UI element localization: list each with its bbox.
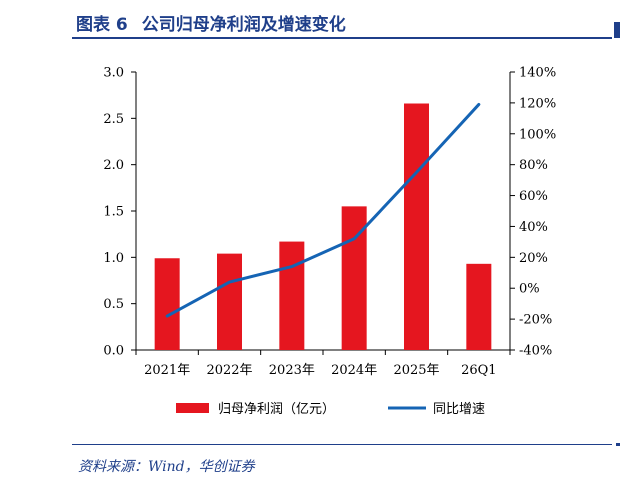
right-tick-label: 140% bbox=[519, 66, 556, 81]
bar-5 bbox=[404, 103, 429, 350]
category-label: 26Q1 bbox=[461, 363, 496, 378]
category-label: 2025年 bbox=[393, 363, 439, 378]
category-labels: 2021年 2022年 2023年 2024年 2025年 26Q1 bbox=[144, 363, 496, 378]
left-tick-label: 2.0 bbox=[103, 158, 124, 173]
left-tick-label: 3.0 bbox=[103, 66, 124, 81]
right-tick-label: -20% bbox=[519, 313, 552, 328]
bar-line-chart: 0.0 0.5 1.0 1.5 2.0 2.5 3.0 -40% -20% 0% 20% 40% 60… bbox=[103, 66, 556, 418]
right-tick-label: 80% bbox=[519, 158, 548, 173]
category-label: 2021年 bbox=[144, 363, 190, 378]
figure-title: 图表 6 公司归母净利润及增速变化 bbox=[76, 10, 346, 35]
right-tick-label: 60% bbox=[519, 189, 548, 204]
source-note: 资料来源：Wind，华创证券 bbox=[78, 459, 255, 475]
legend-bar-swatch bbox=[176, 403, 209, 413]
figure-number: 图表 6 bbox=[76, 15, 128, 35]
right-tick-label: 100% bbox=[519, 127, 556, 142]
footer-rule bbox=[72, 444, 612, 445]
edge-mark-bottom bbox=[616, 443, 620, 446]
left-tick-label: 2.5 bbox=[103, 112, 124, 127]
category-label: 2023年 bbox=[269, 363, 315, 378]
header-rule bbox=[72, 37, 612, 39]
bar-3 bbox=[279, 241, 305, 350]
profit-bars bbox=[154, 103, 492, 350]
left-tick-label: 0.0 bbox=[103, 344, 124, 359]
left-tick-label: 1.5 bbox=[103, 205, 124, 220]
left-tick-label: 0.5 bbox=[103, 297, 124, 312]
bar-6 bbox=[466, 263, 492, 350]
right-tick-label: 20% bbox=[519, 251, 548, 266]
legend-bar-label: 归母净利润（亿元） bbox=[218, 402, 335, 417]
right-axis-ticks: -40% -20% 0% 20% 40% 60% 80% 100% 120% 140% bbox=[510, 66, 556, 359]
right-tick-label: 120% bbox=[519, 96, 556, 111]
plot-area: 0.0 0.5 1.0 1.5 2.0 2.5 3.0 -40% -20% 0% 20% 40% 60… bbox=[103, 66, 556, 379]
left-axis-ticks: 0.0 0.5 1.0 1.5 2.0 2.5 3.0 bbox=[103, 66, 136, 359]
category-label: 2024年 bbox=[331, 363, 377, 378]
figure-header: 图表 6 公司归母净利润及增速变化 bbox=[0, 0, 620, 40]
legend-line-label: 同比增速 bbox=[433, 402, 485, 417]
figure-title-text: 公司归母净利润及增速变化 bbox=[141, 15, 346, 35]
edge-mark bbox=[614, 22, 620, 38]
x-axis-ticks bbox=[135, 350, 511, 355]
right-tick-label: 0% bbox=[519, 282, 540, 297]
legend: 归母净利润（亿元） 同比增速 bbox=[176, 402, 485, 417]
growth-line bbox=[165, 102, 481, 318]
right-tick-label: 40% bbox=[519, 220, 548, 235]
bar-1 bbox=[154, 258, 180, 350]
category-label: 2022年 bbox=[206, 363, 252, 378]
bar-2 bbox=[217, 253, 242, 350]
left-tick-label: 1.0 bbox=[103, 251, 124, 266]
right-tick-label: -40% bbox=[519, 344, 552, 359]
